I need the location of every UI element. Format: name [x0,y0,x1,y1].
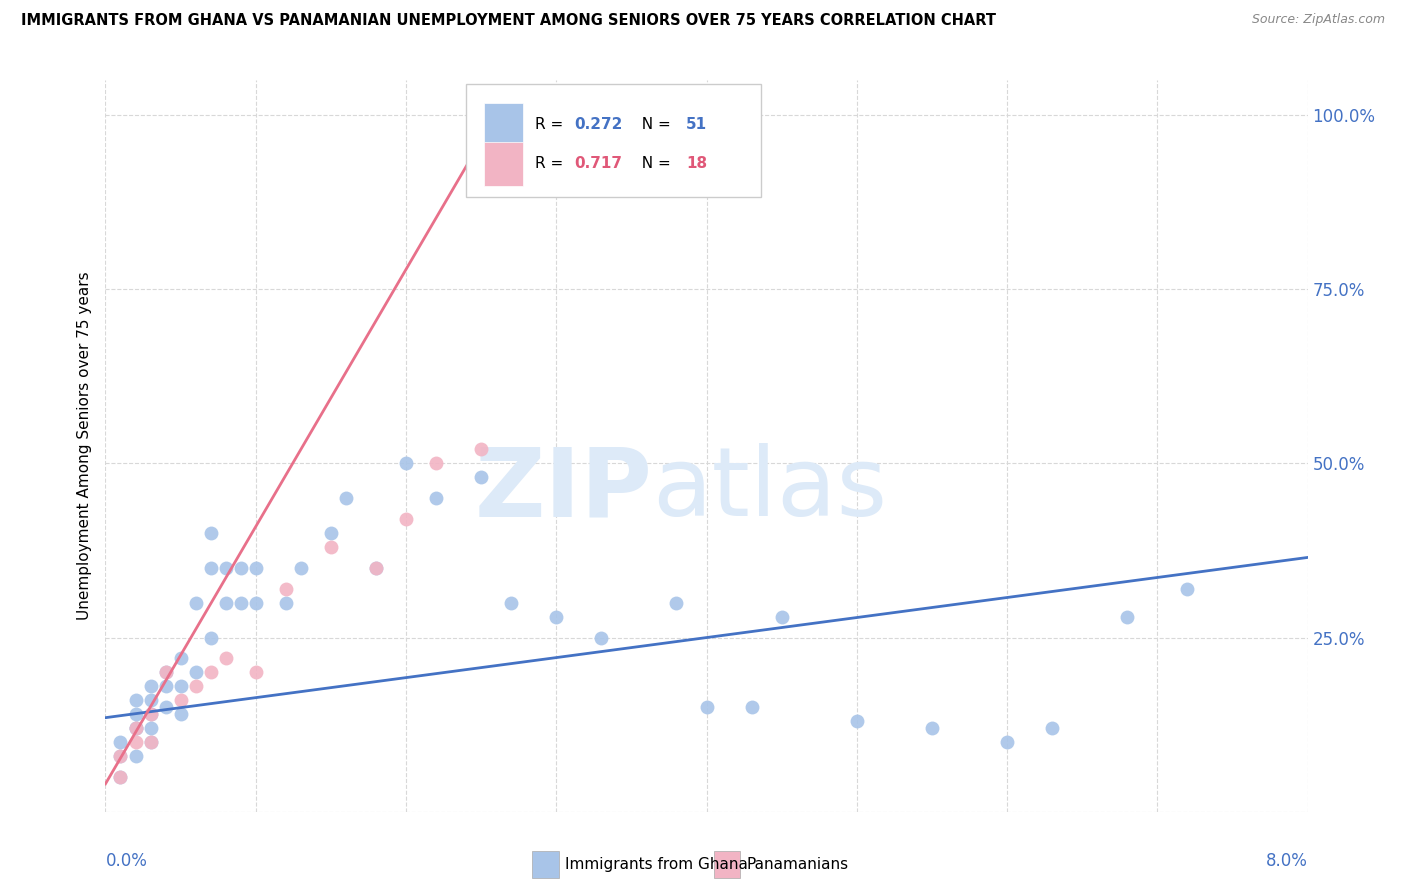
Point [214,596,236,610]
Point [110,770,132,784]
Text: atlas: atlas [652,443,887,536]
Point [110,749,132,764]
Point [229,596,252,610]
Text: ZIP: ZIP [475,443,652,536]
Point [995,735,1018,749]
Text: 8.0%: 8.0% [1265,852,1308,870]
Text: 18: 18 [686,156,707,171]
Point [155,700,177,714]
Point [200,631,222,645]
Point [184,665,207,680]
Point [770,609,793,624]
Point [319,526,342,541]
Y-axis label: Unemployment Among Seniors over 75 years: Unemployment Among Seniors over 75 years [77,272,93,620]
Point [139,707,162,722]
Point [470,442,492,457]
Point [741,700,763,714]
Point [200,526,222,541]
Point [124,735,146,749]
Bar [484,142,523,186]
Text: Panamanians: Panamanians [747,857,848,871]
Point [290,561,312,575]
Text: 0.717: 0.717 [574,156,623,171]
Point [169,693,191,707]
Point [169,679,191,693]
Point [425,457,447,471]
Point [184,596,207,610]
Point [124,707,146,722]
Point [155,665,177,680]
Point [470,470,492,484]
Text: 51: 51 [686,117,707,132]
Point [110,735,132,749]
Point [124,721,146,735]
Point [546,609,568,624]
Point [274,596,297,610]
Point [395,512,418,526]
Text: Source: ZipAtlas.com: Source: ZipAtlas.com [1251,13,1385,27]
Point [591,631,613,645]
Point [124,749,146,764]
Bar [533,851,558,878]
Point [169,651,191,665]
Text: 0.0%: 0.0% [105,852,148,870]
Point [274,582,297,596]
Point [1040,721,1063,735]
Point [245,596,267,610]
Point [139,679,162,693]
Text: N =: N = [631,156,676,171]
Point [155,665,177,680]
Point [200,561,222,575]
Text: R =: R = [534,117,568,132]
Point [1116,609,1139,624]
Point [139,693,162,707]
Point [139,707,162,722]
Bar [714,851,740,878]
Point [200,665,222,680]
Point [139,735,162,749]
Point [139,721,162,735]
Point [364,561,387,575]
Point [110,749,132,764]
Text: N =: N = [631,117,676,132]
Text: 0.272: 0.272 [574,117,623,132]
Point [845,714,868,728]
Text: Immigrants from Ghana: Immigrants from Ghana [565,857,748,871]
Point [229,561,252,575]
Bar [484,103,523,146]
Point [214,561,236,575]
Point [696,700,718,714]
Point [124,721,146,735]
Point [214,651,236,665]
Point [184,679,207,693]
Point [139,735,162,749]
Point [501,596,523,610]
Point [245,665,267,680]
Point [169,707,191,722]
FancyBboxPatch shape [465,84,761,197]
Point [124,721,146,735]
Point [364,561,387,575]
Point [921,721,943,735]
Point [665,596,688,610]
Point [395,457,418,471]
Point [425,491,447,506]
Point [335,491,357,506]
Point [155,679,177,693]
Point [124,693,146,707]
Point [110,770,132,784]
Point [1175,582,1198,596]
Point [245,561,267,575]
Text: IMMIGRANTS FROM GHANA VS PANAMANIAN UNEMPLOYMENT AMONG SENIORS OVER 75 YEARS COR: IMMIGRANTS FROM GHANA VS PANAMANIAN UNEM… [21,13,995,29]
Point [319,540,342,554]
Text: R =: R = [534,156,568,171]
